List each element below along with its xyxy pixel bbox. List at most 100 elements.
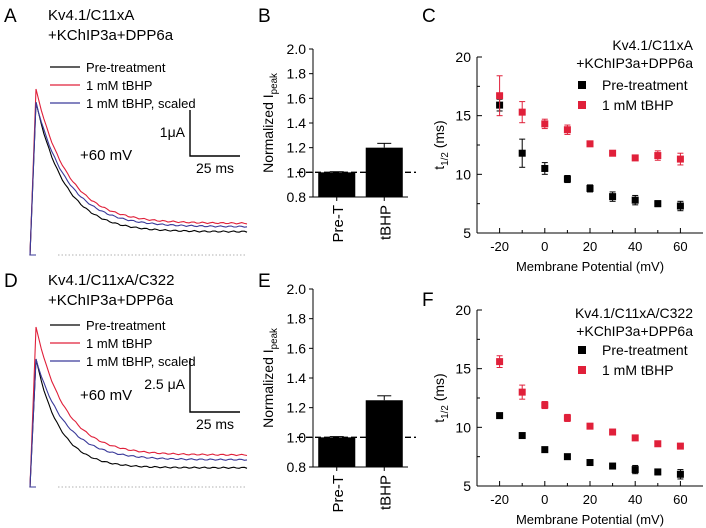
y-tick-label-1: 1.0	[287, 429, 307, 445]
legend-marker-0	[578, 346, 586, 354]
x-tick-label-3: 40	[628, 492, 642, 507]
x-tick-label-0: Pre-T	[330, 475, 347, 513]
data-point	[518, 149, 526, 157]
data-point	[654, 440, 662, 448]
y-axis-label-sub: 1/2	[440, 405, 451, 419]
data-point	[586, 459, 594, 467]
voltage-annotation: +60 mV	[80, 387, 132, 404]
data-point	[586, 140, 594, 148]
legend-marker-0	[578, 81, 586, 89]
data-point	[518, 108, 526, 116]
y-tick-label-5: 1.8	[287, 66, 307, 82]
data-point	[541, 120, 549, 128]
data-point	[563, 175, 571, 183]
legend-label-2: 1 mM tBHP, scaled	[86, 96, 196, 111]
panel-letter-a: A	[4, 6, 17, 27]
chart-title-line-1: Kv4.1/C11xA	[612, 37, 693, 53]
y-tick-label-0: 5	[463, 478, 471, 494]
bar-0	[318, 437, 356, 467]
data-point	[496, 92, 504, 100]
data-point	[676, 155, 684, 163]
trace-title-line-1: Kv4.1/C11xA	[48, 7, 134, 24]
y-tick-label-1: 1.0	[287, 164, 307, 180]
panel-letter-e: E	[258, 271, 271, 292]
legend-marker-1	[578, 101, 586, 109]
data-point	[586, 422, 594, 430]
data-point	[586, 184, 594, 192]
data-point	[518, 432, 526, 440]
panel-letter-f: F	[422, 290, 434, 311]
current-trace-panel-a: Kv4.1/C11xA +KChIP3a+DPP6a Pre-treatment 1 …	[29, 7, 248, 256]
data-point	[676, 470, 684, 478]
y-axis-label: t1/2 (ms)	[431, 373, 451, 422]
y-axis-label-sub: peak	[269, 328, 280, 349]
x-tick-label-1: 0	[541, 492, 548, 507]
data-point	[676, 202, 684, 210]
data-point	[631, 434, 639, 442]
x-tick-label-0: Pre-T	[330, 205, 347, 243]
y-axis-label-main: Normalized I	[260, 349, 276, 428]
y-axis-label-unit: (ms)	[431, 373, 447, 405]
scatter-chart-panel-f: 5 10 15 20 -20 0 20 40 60 Membrane Potential (mV)…	[431, 302, 703, 527]
x-tick-label-0: -20	[490, 492, 509, 507]
trace-title-line-2: +KChIP3a+DPP6a	[48, 27, 174, 44]
y-tick-label-2: 1.2	[287, 400, 307, 416]
y-tick-label-2: 15	[455, 108, 471, 124]
x-tick-label-4: 60	[673, 492, 687, 507]
chart-title-line-1: Kv4.1/C11xA/C322	[575, 305, 693, 321]
panel-letter-b: B	[258, 6, 271, 27]
legend-label-0: Pre-treatment	[602, 342, 688, 358]
scale-bar	[189, 110, 240, 157]
chart-title-line-2: +KChIP3a+DPP6a	[576, 55, 693, 71]
trace-0	[29, 102, 248, 256]
scale-bar-time-label: 25 ms	[196, 416, 234, 432]
trace-title-line-2: +KChIP3a+DPP6a	[48, 292, 174, 309]
y-tick-label-0: 0.8	[287, 189, 307, 205]
y-tick-label-3: 20	[455, 49, 471, 65]
data-point	[609, 193, 617, 201]
data-point	[654, 468, 662, 476]
data-point	[541, 164, 549, 172]
x-tick-label-4: 60	[673, 239, 687, 254]
data-point	[654, 200, 662, 208]
y-tick-label-6: 2.0	[287, 41, 307, 57]
scale-bar	[189, 358, 240, 413]
data-point	[563, 414, 571, 422]
y-tick-label-0: 0.8	[287, 459, 307, 475]
legend-marker-1	[578, 366, 586, 374]
x-tick-label-1: tBHP	[377, 205, 394, 240]
y-axis-label-main: t	[431, 166, 447, 170]
x-tick-label-3: 40	[628, 239, 642, 254]
trace-0	[29, 358, 248, 488]
y-axis-label: t1/2 (ms)	[431, 120, 451, 169]
legend-label-0: Pre-treatment	[602, 77, 688, 93]
data-point	[496, 358, 504, 366]
y-tick-label-3: 20	[455, 302, 471, 318]
data-point	[609, 149, 617, 157]
y-axis-label-main: t	[431, 419, 447, 423]
y-tick-label-1: 10	[455, 166, 471, 182]
data-point	[609, 428, 617, 436]
scale-bar-time-label: 25 ms	[196, 160, 234, 176]
bar-0	[318, 172, 356, 197]
chart-title-line-2: +KChIP3a+DPP6a	[576, 323, 693, 339]
y-axis-label-sub: 1/2	[440, 152, 451, 166]
y-axis-label: Normalized Ipeak	[260, 328, 280, 428]
legend-label-0: Pre-treatment	[86, 60, 166, 75]
trace-2	[29, 358, 248, 488]
y-axis-label-unit: (ms)	[431, 120, 447, 152]
data-point	[563, 453, 571, 461]
trace-1	[29, 326, 248, 488]
bar-1	[365, 400, 403, 467]
data-point	[563, 126, 571, 134]
bar-chart-panel-e: 0.8 1.0 1.2 1.4 1.6 1.8 2.0 Normalized Ipeak Pre…	[260, 281, 416, 513]
data-point	[631, 196, 639, 204]
y-tick-label-1: 10	[455, 419, 471, 435]
data-point	[518, 388, 526, 396]
x-axis-label: Membrane Potential (mV)	[516, 259, 664, 274]
voltage-annotation: +60 mV	[80, 147, 132, 164]
legend-label-2: 1 mM tBHP, scaled	[86, 354, 196, 369]
y-tick-label-0: 5	[463, 225, 471, 241]
y-tick-label-4: 1.6	[287, 90, 307, 106]
